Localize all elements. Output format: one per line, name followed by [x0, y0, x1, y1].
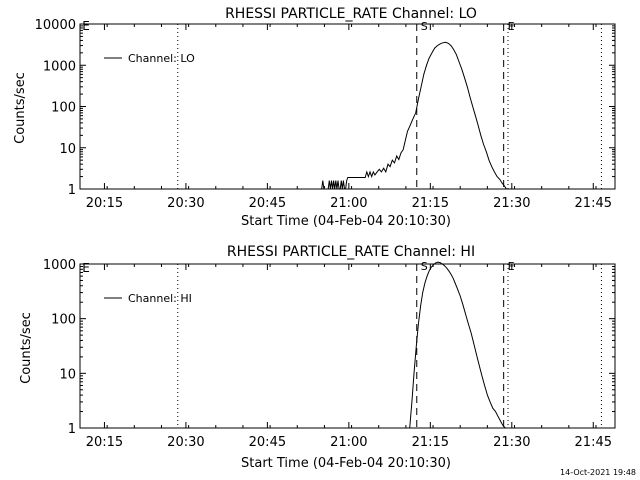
- plot-frame: [79, 23, 616, 190]
- x-tick-label: 21:30: [493, 435, 530, 450]
- x-tick-label: 21:45: [575, 196, 612, 211]
- y-tick-label: 10: [59, 142, 76, 157]
- chart-title: RHESSI PARTICLE_RATE Channel: LO: [225, 6, 477, 22]
- x-axis-label: Start Time (04-Feb-04 20:10:30): [241, 214, 451, 229]
- x-tick-label: 21:45: [575, 435, 612, 450]
- lo-channel-chart: RHESSI PARTICLE_RATE Channel: LO Start T…: [13, 6, 616, 229]
- legend-label: Channel: LO: [128, 52, 195, 65]
- x-tick-label: 21:15: [412, 196, 449, 211]
- corner-e-label: E: [82, 261, 90, 275]
- marker-label: S: [421, 260, 428, 273]
- y-axis-label: Counts/sec: [13, 72, 28, 144]
- x-tick-label: 21:30: [493, 196, 530, 211]
- y-tick-label: 10000: [35, 18, 76, 33]
- y-tick-label: 1000: [43, 59, 76, 74]
- x-tick-label: 20:30: [167, 196, 204, 211]
- y-tick-label: 10: [59, 367, 76, 382]
- y-tick-label: 100: [51, 101, 76, 116]
- hi-channel-chart: RHESSI PARTICLE_RATE Channel: HI Start T…: [19, 244, 616, 471]
- footer-timestamp: 14-Oct-2021 19:48: [560, 468, 636, 477]
- chart-title: RHESSI PARTICLE_RATE Channel: HI: [227, 244, 475, 260]
- y-tick-label: 1: [68, 422, 76, 437]
- x-tick-label: 20:15: [86, 435, 123, 450]
- marker-label: E: [508, 260, 515, 273]
- marker-label: S: [421, 20, 428, 33]
- x-tick-label: 21:00: [330, 196, 367, 211]
- y-tick-label: 1: [68, 183, 76, 198]
- series-line: [321, 41, 507, 190]
- x-tick-label: 21:15: [412, 435, 449, 450]
- y-axis-label: Counts/sec: [19, 312, 34, 384]
- legend-label: Channel: HI: [128, 292, 192, 305]
- x-tick-label: 20:15: [86, 196, 123, 211]
- x-axis-label: Start Time (04-Feb-04 20:10:30): [241, 456, 451, 471]
- series-line: [409, 261, 506, 429]
- x-tick-label: 20:30: [167, 435, 204, 450]
- x-tick-label: 21:00: [330, 435, 367, 450]
- y-tick-label: 100: [51, 313, 76, 328]
- y-tick-label: 1000: [43, 258, 76, 273]
- marker-label: E: [508, 20, 515, 33]
- x-tick-label: 20:45: [249, 196, 286, 211]
- corner-e-label: E: [82, 19, 90, 33]
- plot-frame: [79, 263, 616, 429]
- x-tick-label: 20:45: [249, 435, 286, 450]
